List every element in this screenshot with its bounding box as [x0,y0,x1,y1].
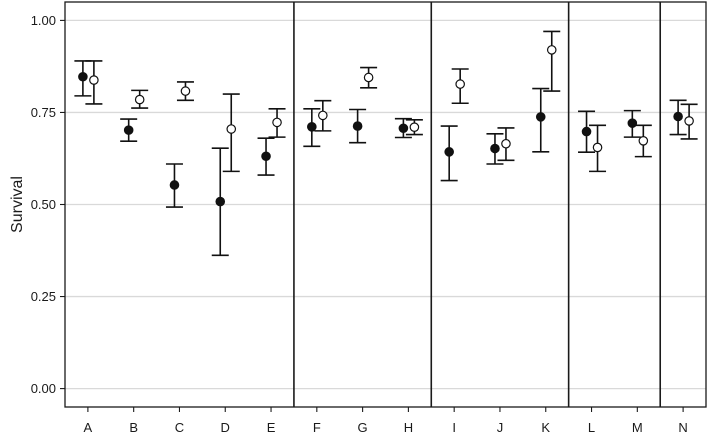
x-tick-label: F [313,420,321,435]
y-tick-label: 0.00 [31,381,56,396]
point-open [272,117,282,128]
x-tick-label: M [632,420,643,435]
point-open [546,45,557,55]
x-tick-label: B [129,420,138,435]
point-filled [490,143,500,154]
point-open [684,116,694,126]
point-filled [352,121,363,131]
point-filled [398,123,409,134]
point-filled [261,151,271,162]
point-open [592,142,603,153]
x-axis-ticks: A B C D E F G H I J K L M N [84,407,688,435]
point-filled [444,147,454,157]
point-filled [581,126,592,137]
x-tick-label: D [221,420,230,435]
series-1 [74,60,687,257]
point-filled [123,125,134,135]
series-2 [85,30,698,173]
y-tick-label: 0.25 [31,289,56,304]
point-open [134,94,145,105]
point-open [363,72,374,83]
point-filled [78,71,88,82]
x-tick-label: E [267,420,276,435]
point-filled [307,122,317,132]
point-open [318,110,328,121]
x-tick-label: C [175,420,184,435]
y-tick-label: 0.75 [31,105,56,120]
x-tick-label: A [84,420,93,435]
x-tick-label: J [497,420,504,435]
point-open [226,124,237,134]
point-open [409,122,420,132]
x-tick-label: H [404,420,413,435]
panel-dividers [293,2,662,407]
x-tick-label: I [452,420,456,435]
y-tick-label: 1.00 [31,13,56,28]
plot-frame [64,1,707,408]
point-filled [627,118,638,128]
point-open [638,136,649,146]
x-tick-label: G [358,420,368,435]
gridlines [65,19,706,390]
point-filled [215,196,226,207]
point-filled [169,180,180,190]
point-open [501,138,511,149]
point-open [455,79,465,89]
point-filled [535,112,546,122]
x-tick-label: L [588,420,595,435]
point-open [180,86,191,96]
x-tick-label: K [541,420,550,435]
y-axis-ticks: 0.00 0.25 0.50 0.75 1.00 [31,13,65,396]
point-filled [673,111,683,122]
point-open [89,75,99,85]
data-series [74,30,698,257]
y-axis-title: Survival [9,176,26,233]
x-tick-label: N [678,420,687,435]
y-tick-label: 0.50 [31,197,56,212]
